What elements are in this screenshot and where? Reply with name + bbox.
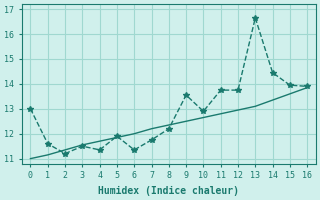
X-axis label: Humidex (Indice chaleur): Humidex (Indice chaleur) (98, 186, 239, 196)
